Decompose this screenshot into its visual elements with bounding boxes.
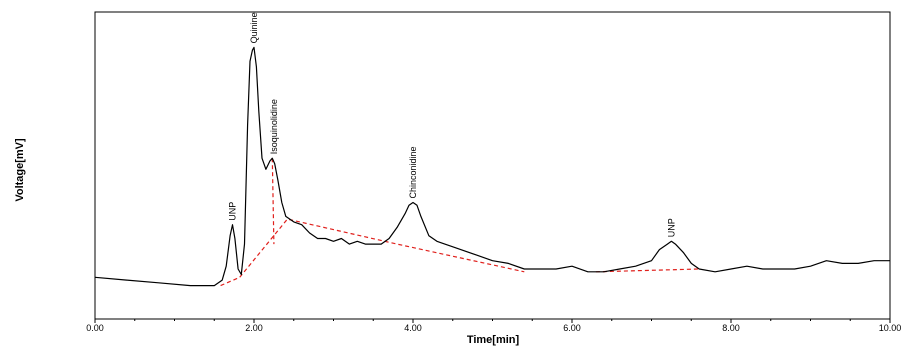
x-axis-ticks: 0.00 2.00 4.00 6.00 8.00 10.00 <box>86 319 901 333</box>
peak-label: Isoquinolidine <box>269 99 279 154</box>
baseline-segment <box>271 158 275 245</box>
x-tick-label: 2.00 <box>245 323 263 333</box>
peak-label: Quinine <box>249 12 259 43</box>
x-tick-label: 4.00 <box>404 323 422 333</box>
baseline-segment <box>595 268 700 273</box>
x-tick-label: 0.00 <box>86 323 104 333</box>
x-tick-label: 8.00 <box>722 323 740 333</box>
peak-label: Chinconidine <box>408 146 418 198</box>
x-tick-label: 10.00 <box>879 323 902 333</box>
integration-baselines <box>220 158 700 287</box>
plot-area-frame <box>94 11 891 320</box>
baseline-segment <box>220 276 240 287</box>
y-axis-title: Voltage[mV] <box>14 138 26 202</box>
baseline-segment <box>239 218 525 278</box>
peak-label: UNP <box>666 218 676 237</box>
signal-series <box>94 46 890 287</box>
x-axis-title: Time[min] <box>467 334 520 346</box>
signal-line <box>94 46 890 287</box>
peak-label: UNP <box>228 202 238 221</box>
x-tick-label: 6.00 <box>563 323 581 333</box>
peak-annotations: UNP Quinine Isoquinolidine Chinconidine UNP <box>228 12 677 237</box>
